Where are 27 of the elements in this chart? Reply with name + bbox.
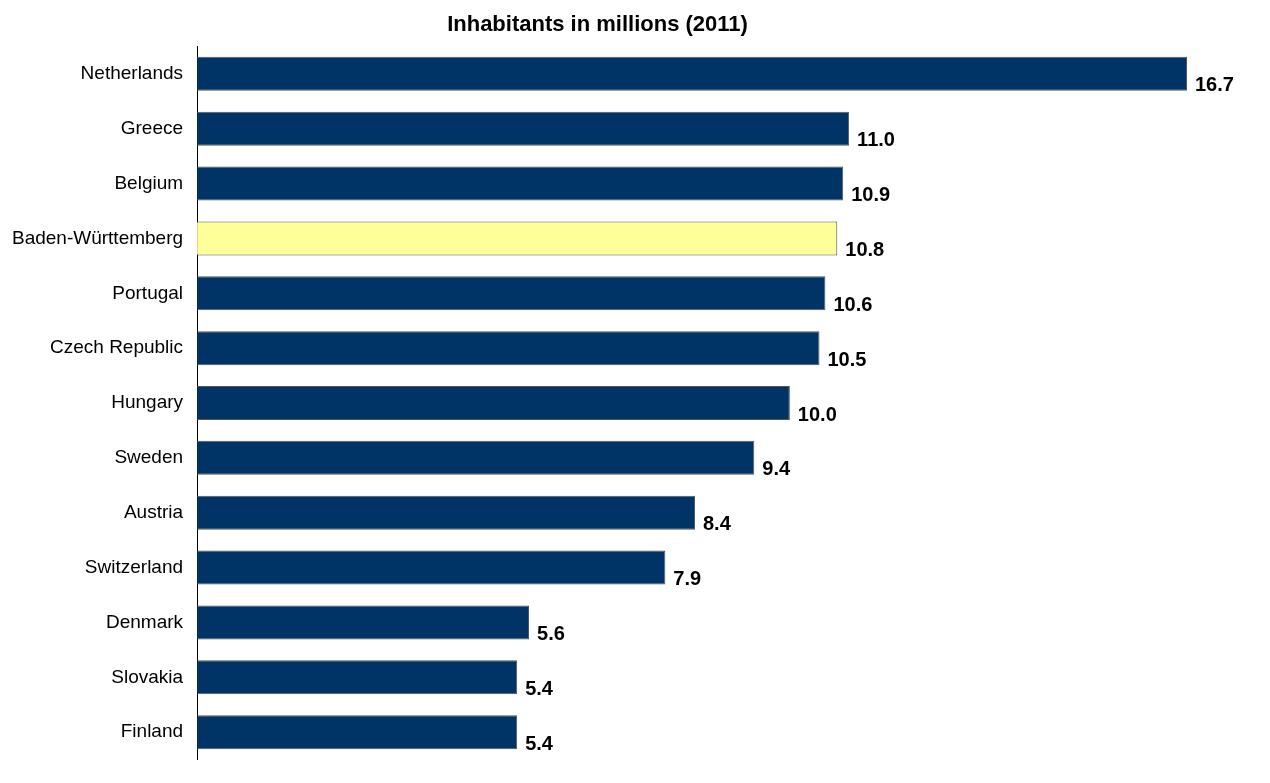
- y-tick-label: Belgium: [114, 171, 184, 193]
- data-label: 11.0: [857, 128, 895, 151]
- data-label: 16.7: [1195, 73, 1234, 96]
- y-tick-label: Netherlands: [80, 62, 184, 84]
- y-tick-label: Sweden: [114, 446, 184, 468]
- y-tick-label: Switzerland: [84, 555, 184, 577]
- data-label: 5.4: [525, 731, 554, 754]
- data-label: 8.4: [703, 512, 732, 535]
- y-tick-label: Hungary: [111, 391, 184, 413]
- data-label: 10.5: [827, 347, 867, 370]
- y-tick-label: Portugal: [112, 281, 184, 303]
- y-tick-label: Slovakia: [111, 665, 184, 687]
- y-tick-label: Finland: [120, 720, 184, 742]
- y-tick-label: Baden-Württemberg: [12, 226, 184, 248]
- data-label: 5.6: [537, 621, 565, 644]
- y-tick-label: Denmark: [106, 610, 184, 632]
- y-tick-label: Austria: [123, 500, 184, 522]
- data-label: 10.8: [845, 237, 885, 260]
- data-label: 10.9: [851, 183, 891, 206]
- data-label: 10.6: [833, 292, 873, 315]
- data-label: 5.4: [525, 676, 554, 699]
- data-label: 10.0: [797, 402, 837, 425]
- chart-title: Inhabitants in millions (2011): [447, 11, 748, 37]
- y-tick-label: Greece: [120, 116, 184, 138]
- y-tick-label: Czech Republic: [50, 336, 184, 358]
- data-label: 7.9: [673, 567, 702, 590]
- data-label: 9.4: [762, 457, 791, 480]
